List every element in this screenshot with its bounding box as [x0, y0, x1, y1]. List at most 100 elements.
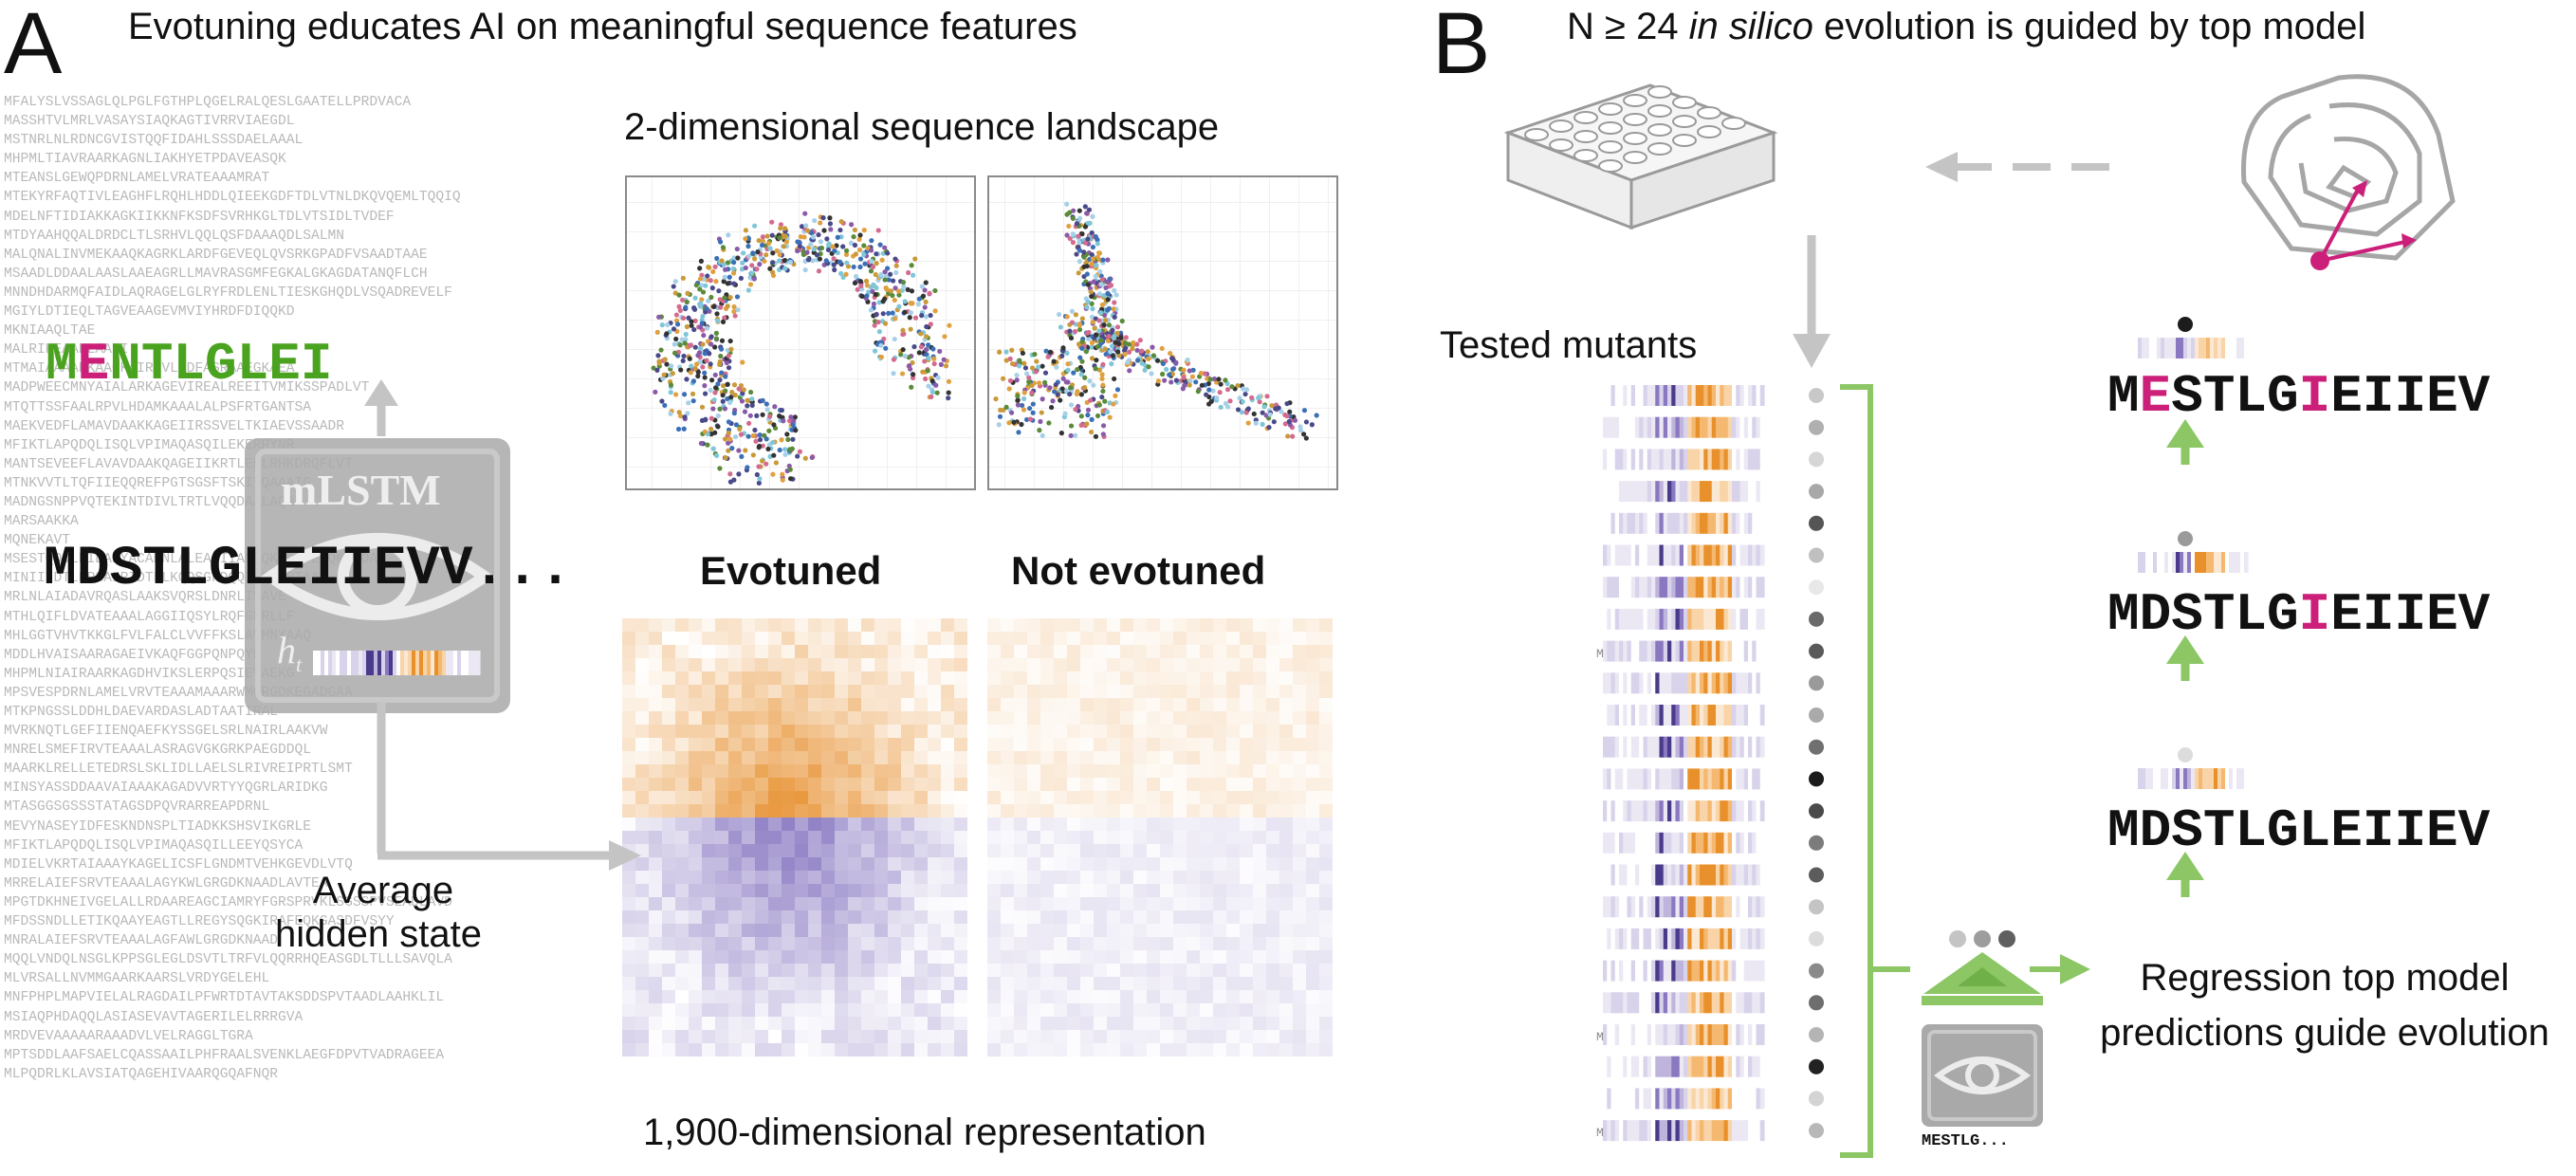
heatmap-cell: [1067, 1003, 1080, 1017]
heatmap-cell: [928, 950, 941, 964]
scatter-point: [1208, 398, 1214, 404]
mutant-bar-cell: [1727, 960, 1733, 982]
heatmap-cell: [1306, 897, 1319, 910]
heatmap-cell: [874, 897, 888, 910]
scatter-point: [739, 453, 745, 460]
mutant-bar-cell: [1671, 1088, 1677, 1110]
mutant-bar-cell: [1647, 481, 1652, 503]
heatmap-cell: [914, 937, 928, 950]
scatter-point: [1245, 420, 1251, 426]
heatmap-cell: [782, 897, 795, 910]
scatter-point: [745, 403, 750, 409]
mutant-bar-cell: [1720, 512, 1725, 534]
heatmap-cell: [874, 751, 888, 764]
mutant-bar-cell: [1739, 449, 1745, 470]
scatter-point: [857, 256, 864, 262]
heatmap-cell: [1133, 818, 1147, 831]
scatter-point: [802, 455, 808, 461]
mutant-bar-cell: [1627, 416, 1632, 438]
mutant-bar-cell: [1687, 832, 1693, 854]
scatter-point: [1127, 368, 1132, 374]
heatmap-cell: [954, 711, 967, 725]
heatmap-cell: [755, 1030, 768, 1043]
heatmap-cell: [874, 990, 888, 1003]
heatmap-cell: [715, 632, 728, 645]
scatter-point: [1086, 207, 1093, 212]
step-bar-cell: [2168, 338, 2173, 358]
scatter-point: [699, 404, 706, 410]
mutant-bar-cell: [1759, 481, 1765, 503]
heatmap-cell: [1253, 844, 1266, 857]
mutant-bar-cell: [1671, 1120, 1677, 1142]
mutant-bar-cell: [1667, 768, 1672, 790]
mutant-bar-cell: [1607, 1056, 1612, 1077]
heatmap-cell: [1213, 950, 1226, 964]
heatmap-cell: [1001, 618, 1014, 632]
heatmap-cell: [1160, 1043, 1173, 1057]
heatmap-cell: [848, 910, 861, 924]
scatter-point: [1123, 345, 1129, 351]
mutant-bar-cell: [1691, 385, 1697, 406]
mutant-bar-cell: [1711, 416, 1717, 438]
heatmap-cell: [1080, 698, 1094, 711]
heatmap-cell: [954, 658, 967, 671]
scatter-point: [1164, 366, 1169, 373]
heatmap-cell: [874, 725, 888, 738]
scatter-point: [1103, 318, 1109, 323]
heatmap-cell: [1080, 658, 1094, 671]
heatmap-cell: [1094, 1003, 1107, 1017]
step-bar-cell: [2233, 768, 2237, 789]
heatmap-cell: [715, 1017, 728, 1030]
mutant-bar-cell: [1711, 512, 1717, 534]
mutant-bar-cell: [1759, 449, 1765, 470]
scatter-point: [918, 331, 924, 337]
scatter-point: [680, 297, 686, 303]
heatmap-cell: [901, 950, 914, 964]
heatmap-cell: [1293, 857, 1306, 871]
heatmap-cell: [1001, 764, 1014, 778]
mutant-bar-cell: [1736, 800, 1741, 822]
heatmap-cell: [1120, 618, 1133, 632]
scatter-point: [690, 398, 696, 404]
heatmap-cell: [742, 778, 755, 791]
scatter-point: [731, 281, 737, 286]
heatmap-cell: [848, 1030, 861, 1043]
scatter-point: [680, 275, 686, 281]
scatter-point: [1034, 358, 1040, 364]
panel-b-title: N ≥ 24 in silico evolution is guided by …: [1567, 6, 2366, 47]
heatmap-cell: [689, 1030, 702, 1043]
heatmap-cell: [742, 937, 755, 950]
heatmap-cell: [1253, 618, 1266, 632]
heatmap-cell: [1187, 897, 1200, 910]
mutant-bar-cell: [1687, 608, 1693, 630]
mutant-bar-cell: [1703, 960, 1709, 982]
mutant-bar-cell: [1647, 640, 1652, 662]
mutant-bar-cell: [1659, 577, 1665, 598]
scatter-point: [1303, 419, 1310, 425]
scatter-point: [1102, 346, 1109, 352]
mutant-bar-cell: [1643, 800, 1648, 822]
mutant-bar-cell: [1736, 705, 1741, 726]
heatmap-cell: [1319, 950, 1333, 964]
heatmap-cell: [689, 897, 702, 910]
mutant-bar-cell: [1659, 832, 1665, 854]
heatmap-cell: [728, 778, 742, 791]
heatmap-cell: [954, 698, 967, 711]
mutant-bar-cell: [1700, 832, 1704, 854]
heatmap-cell: [1173, 871, 1187, 884]
mutant-bar-cell: [1635, 896, 1640, 918]
scatter-point: [887, 271, 893, 277]
mutant-bar-cell: [1607, 736, 1612, 758]
heatmap-cell: [1279, 1003, 1293, 1017]
scatter-point: [1066, 223, 1072, 230]
heatmap-cell: [795, 910, 808, 924]
scatter-point: [922, 304, 928, 310]
mutant-bar-cell: [1675, 896, 1681, 918]
heatmap-cell: [702, 964, 715, 977]
heatmap-cell: [1001, 738, 1014, 751]
mutant-bar-cell: [1732, 705, 1737, 726]
scatter-point: [1260, 410, 1265, 415]
mutant-bar-cell: [1711, 960, 1717, 982]
scatter-point: [1199, 382, 1205, 388]
mutant-bar-cell: [1759, 705, 1765, 726]
